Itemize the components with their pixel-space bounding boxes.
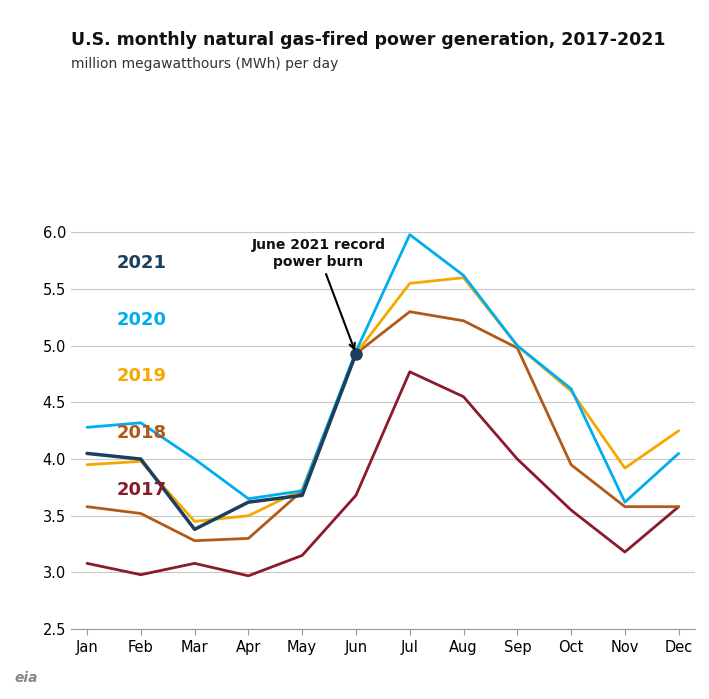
Text: June 2021 record
power burn: June 2021 record power burn [251,238,385,349]
Text: 2017: 2017 [116,481,167,498]
Text: 2020: 2020 [116,310,167,329]
Text: eia: eia [14,671,38,685]
Text: U.S. monthly natural gas-fired power generation, 2017-2021: U.S. monthly natural gas-fired power gen… [71,31,666,50]
Text: 2018: 2018 [116,424,167,442]
Text: 2019: 2019 [116,368,167,385]
Text: 2021: 2021 [116,254,167,272]
Text: million megawatthours (MWh) per day: million megawatthours (MWh) per day [71,57,338,71]
